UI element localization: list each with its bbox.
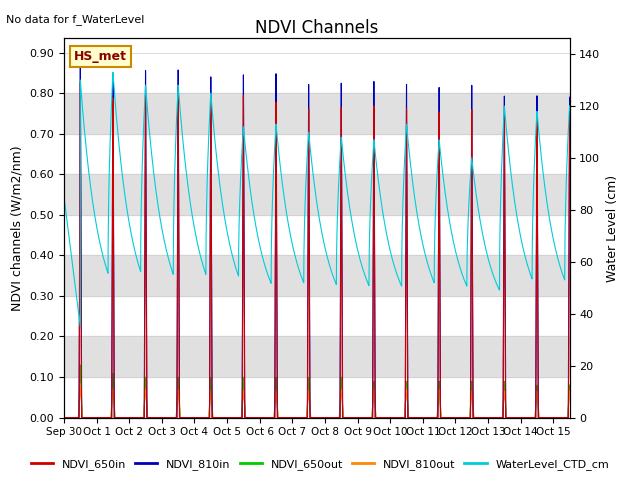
WaterLevel_CTD_cm — [564, 123, 572, 129]
NDVI_650in — [383, 415, 390, 420]
Bar — [64, 336, 570, 377]
NDVI_650out — [513, 415, 521, 420]
Line: NDVI_810out: NDVI_810out — [64, 387, 570, 418]
WaterLevel_CTD_cm — [60, 194, 68, 200]
NDVI_810out — [287, 415, 295, 420]
Bar — [64, 255, 570, 296]
NDVI_810out — [564, 402, 572, 408]
NDVI_650in — [559, 415, 566, 420]
NDVI_810in — [383, 415, 390, 420]
NDVI_650in — [500, 370, 508, 375]
NDVI_810in — [76, 60, 84, 65]
NDVI_810in — [566, 95, 573, 100]
Y-axis label: NDVI channels (W/m2/nm): NDVI channels (W/m2/nm) — [11, 145, 24, 311]
NDVI_650out — [76, 362, 84, 368]
NDVI_650in — [76, 80, 84, 85]
NDVI_810out — [500, 401, 508, 407]
NDVI_810in — [500, 339, 508, 345]
NDVI_650out — [287, 415, 295, 420]
NDVI_650out — [564, 402, 572, 408]
NDVI_650in — [287, 415, 295, 420]
NDVI_650out — [60, 415, 68, 420]
WaterLevel_CTD_cm — [383, 232, 390, 238]
NDVI_810out — [60, 415, 68, 420]
NDVI_650in — [566, 115, 573, 120]
NDVI_650in — [513, 415, 521, 420]
NDVI_810out — [383, 415, 390, 420]
WaterLevel_CTD_cm — [559, 272, 566, 277]
Bar — [64, 93, 570, 134]
Line: NDVI_810in: NDVI_810in — [64, 62, 570, 418]
Text: No data for f_WaterLevel: No data for f_WaterLevel — [6, 14, 145, 25]
NDVI_810out — [566, 388, 573, 394]
Legend: NDVI_650in, NDVI_810in, NDVI_650out, NDVI_810out, WaterLevel_CTD_cm: NDVI_650in, NDVI_810in, NDVI_650out, NDV… — [26, 455, 614, 474]
Line: NDVI_650in: NDVI_650in — [64, 83, 570, 418]
NDVI_650out — [383, 415, 390, 420]
WaterLevel_CTD_cm — [76, 324, 84, 329]
NDVI_810in — [287, 415, 295, 420]
Y-axis label: Water Level (cm): Water Level (cm) — [606, 174, 619, 282]
WaterLevel_CTD_cm — [287, 237, 295, 243]
NDVI_810out — [559, 415, 566, 420]
NDVI_650out — [500, 398, 508, 404]
NDVI_810in — [564, 368, 572, 373]
NDVI_810in — [60, 415, 68, 420]
WaterLevel_CTD_cm — [566, 103, 573, 109]
Bar — [64, 174, 570, 215]
Line: NDVI_650out: NDVI_650out — [64, 365, 570, 418]
Title: NDVI Channels: NDVI Channels — [255, 19, 378, 37]
WaterLevel_CTD_cm — [109, 70, 116, 75]
Text: HS_met: HS_met — [74, 50, 127, 63]
NDVI_650out — [566, 382, 573, 388]
NDVI_650out — [559, 415, 566, 420]
NDVI_650in — [564, 399, 572, 405]
NDVI_810out — [76, 384, 84, 390]
NDVI_810in — [559, 415, 566, 420]
NDVI_810in — [513, 415, 521, 420]
Line: WaterLevel_CTD_cm: WaterLevel_CTD_cm — [64, 72, 570, 326]
NDVI_650in — [60, 415, 68, 420]
NDVI_810out — [513, 415, 521, 420]
WaterLevel_CTD_cm — [500, 122, 508, 128]
WaterLevel_CTD_cm — [514, 216, 522, 222]
